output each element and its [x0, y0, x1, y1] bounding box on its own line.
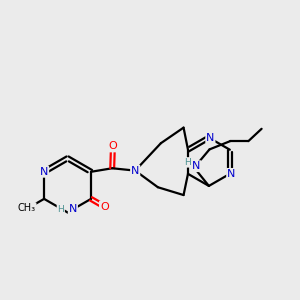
Text: N: N: [227, 169, 236, 179]
Text: N: N: [40, 167, 48, 177]
Text: O: O: [108, 142, 117, 152]
Text: N: N: [192, 161, 201, 171]
Text: N: N: [69, 205, 77, 214]
Text: CH₃: CH₃: [18, 203, 36, 213]
Text: H: H: [57, 205, 64, 214]
Text: H: H: [184, 158, 191, 167]
Text: O: O: [100, 202, 109, 212]
Text: N: N: [131, 166, 140, 176]
Text: N: N: [206, 133, 214, 142]
